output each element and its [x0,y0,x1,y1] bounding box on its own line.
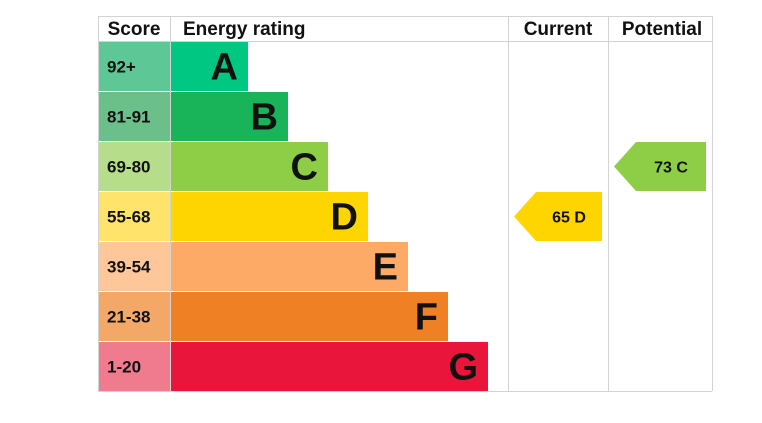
band-letter: C [291,147,318,189]
band-letter: F [415,297,438,339]
band-bar [171,342,488,391]
band-g: 1-20 G [99,342,488,391]
band-letter: E [373,247,398,289]
band-score-cell [99,192,170,241]
band-score-cell [99,242,170,291]
band-d: 55-68 D [99,192,368,241]
band-b: 81-91 B [99,92,288,141]
score-header: Score [108,19,161,40]
band-score-cell [99,342,170,391]
band-range-label: 21-38 [107,308,150,327]
band-score-cell [99,292,170,341]
energy-rating-header: Energy rating [183,19,305,40]
current-rating-marker-label: 65 D [552,210,586,227]
band-range-label: 55-68 [107,208,150,227]
band-bar [171,242,408,291]
band-letter: G [448,347,478,389]
band-e: 39-54 E [99,242,408,291]
band-range-label: 92+ [107,58,136,77]
band-bar [171,192,368,241]
potential-rating-marker-shape [614,142,706,191]
band-score-cell [99,42,170,91]
band-f: 21-38 F [99,292,448,341]
table-grid [98,16,713,392]
band-bar [171,142,328,191]
band-range-label: 1-20 [107,358,141,377]
band-letter: A [211,47,238,89]
rating-markers: 65 D 73 C [514,142,706,241]
current-rating-marker-shape [514,192,602,241]
potential-rating-marker: 73 C [614,142,706,191]
current-header: Current [524,19,593,40]
band-range-label: 81-91 [107,108,150,127]
rating-bands: 92+ A 81-91 B 69-80 C 55-68 D 39-54 E 21-38 F 1-20 G [99,42,488,391]
current-rating-marker: 65 D [514,192,602,241]
band-range-label: 39-54 [107,258,151,277]
band-score-cell [99,142,170,191]
band-range-label: 69-80 [107,158,150,177]
band-letter: B [251,97,278,139]
band-letter: D [331,197,358,239]
band-bar [171,42,248,91]
potential-rating-marker-label: 73 C [654,160,688,177]
band-score-cell [99,92,170,141]
table-headers: Score Energy rating Current Potential [108,19,703,40]
band-a: 92+ A [99,42,248,91]
band-bar [171,292,448,341]
band-bar [171,92,288,141]
potential-header: Potential [622,19,702,40]
band-c: 69-80 C [99,142,328,191]
